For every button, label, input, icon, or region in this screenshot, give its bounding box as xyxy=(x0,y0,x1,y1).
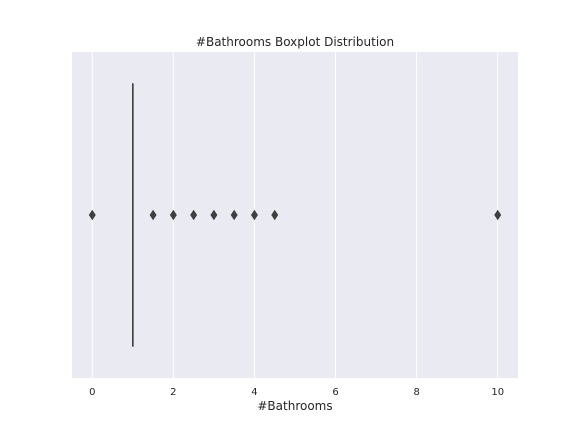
x-tick-label-8: 8 xyxy=(413,387,419,398)
outlier-point-1.5 xyxy=(149,209,157,221)
outlier-point-0 xyxy=(88,209,96,221)
plot-background xyxy=(72,52,518,378)
x-tick-label-0: 0 xyxy=(89,387,95,398)
x-tick-label-10: 10 xyxy=(491,387,504,398)
outlier-point-4.5 xyxy=(271,209,279,221)
chart-title: #Bathrooms Boxplot Distribution xyxy=(196,35,394,49)
outlier-point-10 xyxy=(494,209,502,221)
outlier-point-4 xyxy=(250,209,258,221)
outlier-point-2 xyxy=(169,209,177,221)
outlier-point-2.5 xyxy=(190,209,198,221)
box-marks xyxy=(88,83,502,347)
x-tick-label-2: 2 xyxy=(170,387,176,398)
outlier-point-3 xyxy=(210,209,218,221)
x-tick-label-6: 6 xyxy=(332,387,338,398)
x-tick-label-4: 4 xyxy=(251,387,257,398)
x-tick-labels: 0 2 4 6 8 10 xyxy=(89,387,504,398)
outlier-point-3.5 xyxy=(230,209,238,221)
x-axis-label: #Bathrooms xyxy=(257,399,332,413)
